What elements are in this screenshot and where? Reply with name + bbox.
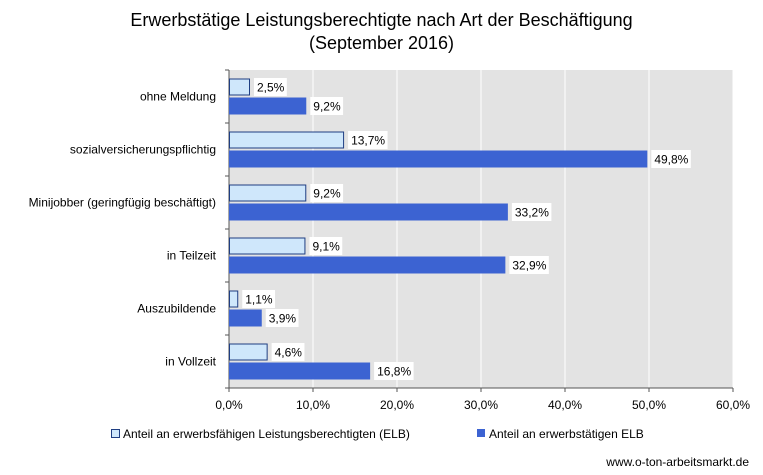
data-label-elb: 9,2% <box>313 187 341 201</box>
bar-erwerbstaetige-elb <box>229 203 508 221</box>
category-label: in Vollzeit <box>165 355 216 369</box>
x-tick-label: 60,0% <box>716 398 750 412</box>
legend-label-erwerbstaetige-elb: Anteil an erwerbstätigen ELB <box>489 427 644 441</box>
category-label: Auszubildende <box>137 302 216 316</box>
category-label: sozialversicherungspflichtig <box>70 143 216 157</box>
data-label-elb: 2,5% <box>257 81 285 95</box>
data-label-erwerbstaetige-elb: 3,9% <box>269 312 297 326</box>
data-label-erwerbstaetige-elb-box <box>509 256 549 274</box>
bar-erwerbstaetige-elb <box>229 97 307 115</box>
chart-title: Erwerbstätige Leistungsberechtigte nach … <box>130 10 633 30</box>
data-label-elb-box <box>254 78 287 96</box>
chart-subtitle: (September 2016) <box>308 33 455 53</box>
data-label-erwerbstaetige-elb-box <box>374 362 414 380</box>
x-tick-label: 50,0% <box>632 398 666 412</box>
x-tick-label: 10,0% <box>296 398 330 412</box>
data-label-erwerbstaetige-elb-box <box>511 203 552 221</box>
data-label-erwerbstaetige-elb-box <box>651 150 691 168</box>
data-label-erwerbstaetige-elb: 9,2% <box>313 100 341 114</box>
data-label-elb-box <box>271 343 305 361</box>
data-label-erwerbstaetige-elb: 16,8% <box>377 365 411 379</box>
legend-label-elb: Anteil an erwerbsfähigen Leistungsberech… <box>123 427 410 441</box>
data-label-elb: 9,1% <box>312 240 340 254</box>
x-tick-label: 20,0% <box>380 398 414 412</box>
data-label-elb-box <box>310 184 344 202</box>
data-label-erwerbstaetige-elb: 33,2% <box>515 206 549 220</box>
data-label-elb-box <box>309 237 343 255</box>
source-label: www.o-ton-arbeitsmarkt.de <box>606 455 749 469</box>
bar-erwerbstaetige-elb <box>229 362 371 380</box>
data-label-elb-box <box>348 131 388 149</box>
x-tick-label: 40,0% <box>548 398 582 412</box>
bar-elb <box>229 78 250 96</box>
bar-elb <box>229 184 307 202</box>
data-label-elb-box <box>242 290 276 308</box>
category-label: ohne Meldung <box>140 90 216 104</box>
category-label: Minijobber (geringfügig beschäftigt) <box>29 196 216 210</box>
data-label-erwerbstaetige-elb-box <box>265 309 299 327</box>
data-label-erwerbstaetige-elb-box <box>310 97 344 115</box>
bar-elb <box>229 290 239 308</box>
bar-elb <box>229 131 345 149</box>
data-label-elb: 4,6% <box>275 346 303 360</box>
data-label-elb: 1,1% <box>245 293 273 307</box>
data-label-erwerbstaetige-elb: 49,8% <box>654 153 688 167</box>
bar-erwerbstaetige-elb <box>229 309 262 327</box>
bar-erwerbstaetige-elb <box>229 256 506 274</box>
data-label-elb: 13,7% <box>351 134 385 148</box>
legend-swatch-erwerbstaetige-elb <box>477 429 485 437</box>
bar-erwerbstaetige-elb <box>229 150 648 168</box>
x-tick-label: 0,0% <box>215 398 243 412</box>
data-label-erwerbstaetige-elb: 32,9% <box>512 259 546 273</box>
bar-elb <box>229 343 268 361</box>
legend-swatch-elb <box>111 429 120 438</box>
category-label: in Teilzeit <box>167 249 217 263</box>
x-tick-label: 30,0% <box>464 398 498 412</box>
bar-elb <box>229 237 306 255</box>
